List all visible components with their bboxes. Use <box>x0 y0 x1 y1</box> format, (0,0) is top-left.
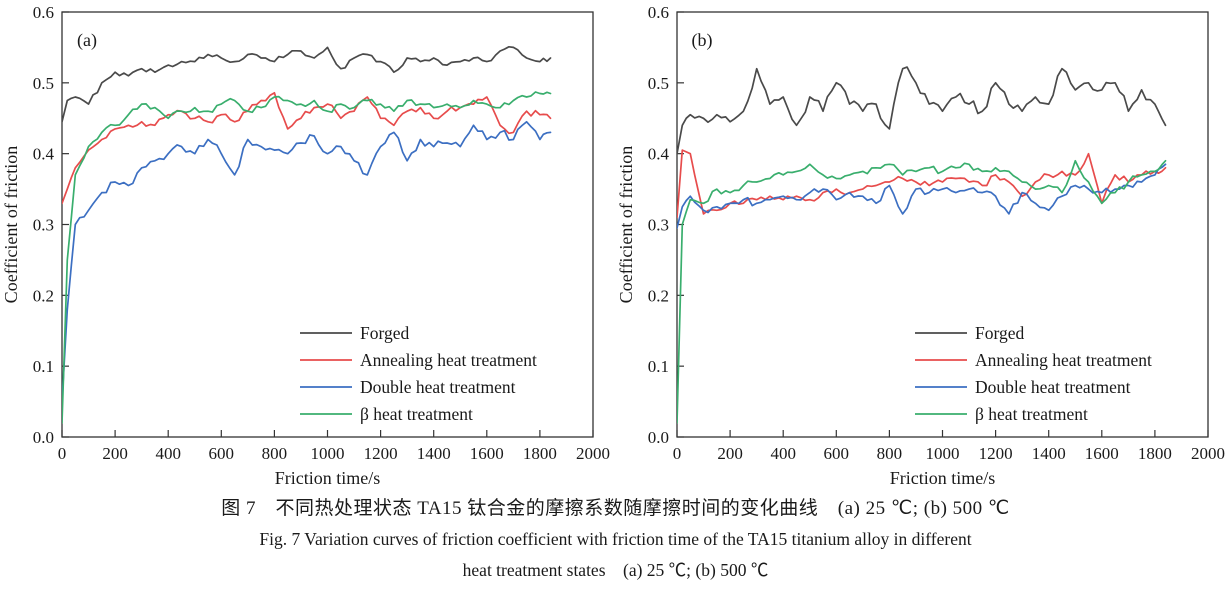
series-line-3 <box>62 120 552 403</box>
figure-caption: 图 7 不同热处理状态 TA15 钛合金的摩擦系数随摩擦时间的变化曲线 (a) … <box>0 494 1231 586</box>
x-tick-label: 400 <box>155 444 181 463</box>
x-tick-label: 1200 <box>979 444 1013 463</box>
x-axis-label: Friction time/s <box>275 468 381 488</box>
charts-row: 0 200 400 600 800 1000 1200 1400 1600 1800 2000 0.0… <box>1 3 1225 488</box>
y-tick-label: 0.2 <box>33 286 54 305</box>
x-axis-label: Friction time/s <box>890 468 996 488</box>
series-line-3 <box>677 163 1167 229</box>
panel-label: (a) <box>77 30 97 51</box>
x-tick-label: 800 <box>877 444 903 463</box>
panel-label: (b) <box>692 30 713 51</box>
y-tick-label: 0.3 <box>648 216 669 235</box>
legend-label: Forged <box>360 323 410 343</box>
x-tick-label: 1000 <box>311 444 345 463</box>
plot-box <box>61 11 594 438</box>
x-tick-label: 200 <box>717 444 743 463</box>
legend-label: Annealing heat treatment <box>975 350 1152 370</box>
legend-label: Forged <box>975 323 1025 343</box>
y-tick-label: 0.6 <box>648 3 669 22</box>
x-tick-label: 1400 <box>417 444 451 463</box>
x-tick-label: 800 <box>262 444 288 463</box>
series-line-2 <box>677 149 1167 219</box>
figure-caption-chinese: 图 7 不同热处理状态 TA15 钛合金的摩擦系数随摩擦时间的变化曲线 (a) … <box>221 498 1010 519</box>
y-tick-label: 0.1 <box>33 357 54 376</box>
y-tick-label: 0.6 <box>33 3 54 22</box>
y-axis-label: Coefficient of friction <box>616 146 636 304</box>
plot-box <box>676 11 1209 438</box>
series-line-4 <box>62 91 552 424</box>
y-axis-label: Coefficient of friction <box>1 146 21 304</box>
x-tick-label: 2000 <box>576 444 610 463</box>
x-tick-label: 1600 <box>1085 444 1119 463</box>
x-tick-label: 400 <box>770 444 796 463</box>
y-tick-label: 0.5 <box>648 74 669 93</box>
y-tick-label: 0.4 <box>648 145 670 164</box>
y-tick-label: 0.5 <box>33 74 54 93</box>
legend-label: Double heat treatment <box>975 377 1131 397</box>
x-tick-label: 600 <box>209 444 235 463</box>
y-tick-label: 0.0 <box>33 428 54 447</box>
series-line-4 <box>677 159 1167 424</box>
series-line-1 <box>677 66 1167 155</box>
x-tick-label: 0 <box>58 444 67 463</box>
chart-panel-a: 0 200 400 600 800 1000 1200 1400 1600 1800 2000 0.0… <box>1 3 610 488</box>
x-tick-label: 200 <box>102 444 128 463</box>
x-tick-label: 1800 <box>1138 444 1172 463</box>
y-tick-label: 0.4 <box>33 145 55 164</box>
x-tick-label: 2000 <box>1191 444 1225 463</box>
y-tick-label: 0.0 <box>648 428 669 447</box>
x-tick-label: 600 <box>824 444 850 463</box>
y-tick-label: 0.2 <box>648 286 669 305</box>
y-tick-label: 0.1 <box>648 357 669 376</box>
x-tick-label: 0 <box>673 444 682 463</box>
chart-panel-b: 0 200 400 600 800 1000 1200 1400 1600 1800 2000 0.0… <box>616 3 1225 488</box>
series-line-2 <box>62 91 552 205</box>
legend-label: Double heat treatment <box>360 377 516 397</box>
legend-label: Annealing heat treatment <box>360 350 537 370</box>
y-tick-label: 0.3 <box>33 216 54 235</box>
x-tick-label: 1000 <box>926 444 960 463</box>
x-tick-label: 1800 <box>523 444 557 463</box>
x-tick-label: 1200 <box>364 444 398 463</box>
legend-label: β heat treatment <box>975 404 1088 424</box>
figure-caption-english-line2: heat treatment states (a) 25 ℃; (b) 500 … <box>462 560 769 580</box>
figure-caption-english-line1: Fig. 7 Variation curves of friction coef… <box>259 529 972 549</box>
legend-label: β heat treatment <box>360 404 473 424</box>
x-tick-label: 1400 <box>1032 444 1066 463</box>
series-line-1 <box>62 45 552 123</box>
x-tick-label: 1600 <box>470 444 504 463</box>
